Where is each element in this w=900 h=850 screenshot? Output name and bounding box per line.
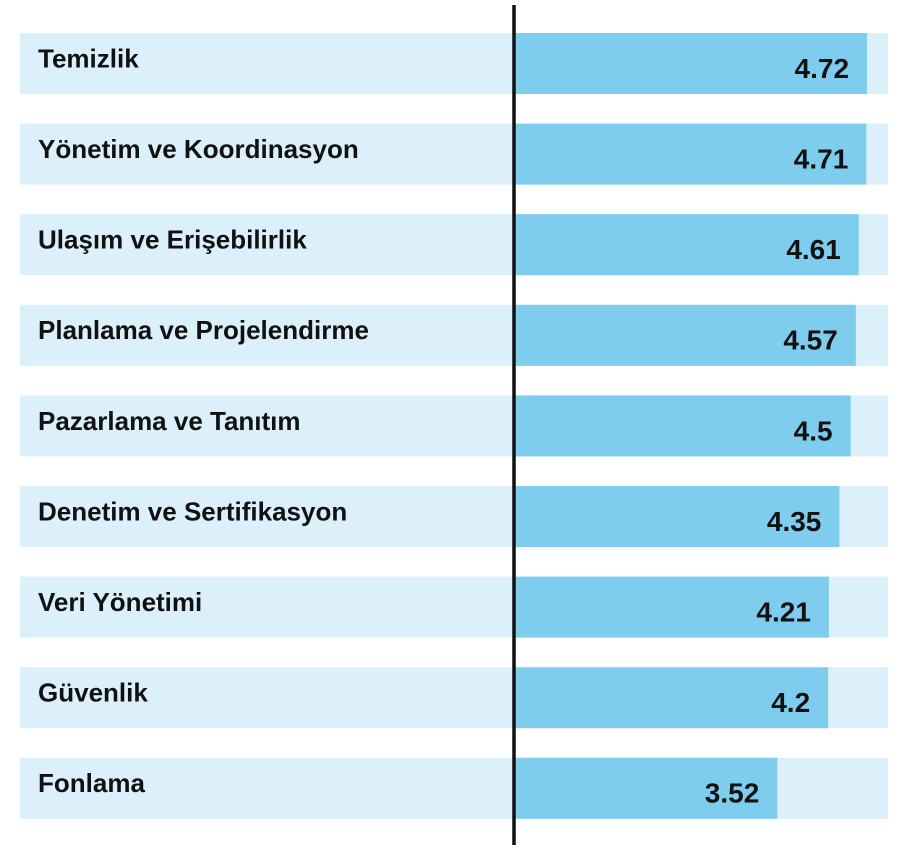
category-label: Pazarlama ve Tanıtım	[38, 406, 301, 436]
bar	[514, 576, 829, 638]
category-label: Veri Yönetimi	[38, 587, 202, 617]
bar	[514, 395, 851, 457]
category-label: Planlama ve Projelendirme	[38, 315, 369, 345]
category-label: Fonlama	[38, 768, 145, 798]
value-label: 4.21	[756, 596, 811, 627]
bar	[514, 304, 856, 366]
category-label: Denetim ve Sertifikasyon	[38, 496, 347, 526]
value-label: 4.61	[786, 234, 841, 265]
bar	[514, 757, 778, 819]
value-label: 4.2	[771, 687, 810, 718]
value-label: 4.35	[767, 506, 822, 537]
bar	[514, 667, 829, 729]
category-label: Temizlik	[38, 43, 139, 73]
category-label: Güvenlik	[38, 678, 148, 708]
value-label: 3.52	[705, 778, 760, 809]
category-label: Ulaşım ve Erişebilirlik	[38, 225, 307, 255]
value-label: 4.57	[783, 325, 838, 356]
value-label: 4.71	[794, 143, 849, 174]
bar	[514, 486, 840, 547]
bar	[514, 33, 868, 94]
value-label: 4.72	[795, 53, 850, 84]
category-label: Yönetim ve Koordinasyon	[38, 134, 359, 164]
bar	[514, 214, 859, 276]
bar	[514, 123, 867, 185]
value-label: 4.5	[794, 415, 833, 446]
